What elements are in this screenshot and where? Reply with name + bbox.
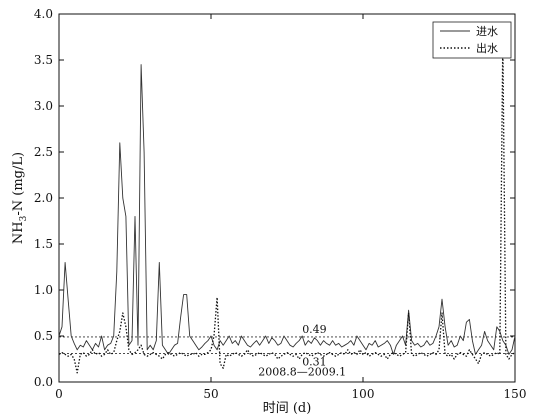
series-line-outflow bbox=[58, 40, 516, 374]
reference-lines: 0.49 0.31 bbox=[59, 323, 515, 368]
series-layer bbox=[58, 40, 516, 374]
y-tick-label: 0.5 bbox=[34, 329, 53, 343]
x-tick-label: 50 bbox=[203, 387, 218, 401]
annotation-layer: 2008.8—2009.1 bbox=[258, 366, 346, 379]
y-axis-title: NH3-N (mg/L) bbox=[11, 152, 29, 244]
y-axis-title-sub: 3 bbox=[19, 215, 29, 221]
legend-label-outflow: 出水 bbox=[476, 41, 498, 55]
plot-border bbox=[58, 13, 516, 383]
y-tick-label: 1.5 bbox=[34, 237, 53, 251]
y-tick-label: 0.0 bbox=[34, 375, 53, 389]
y-tick-label: 4.0 bbox=[34, 7, 53, 21]
y-axis-title-rest: -N (mg/L) bbox=[11, 152, 26, 216]
y-tick-label: 2.0 bbox=[34, 191, 53, 205]
reference-line-label: 0.49 bbox=[302, 323, 327, 336]
x-axis-ticks: 0 50 100 150 bbox=[55, 14, 526, 401]
x-tick-label: 0 bbox=[55, 387, 63, 401]
y-tick-label: 2.5 bbox=[34, 145, 53, 159]
legend-label-inflow: 进水 bbox=[476, 25, 498, 38]
x-axis-title: 时间 (d) bbox=[263, 401, 312, 416]
legend: 进水 出水 bbox=[432, 21, 512, 59]
x-tick-label: 150 bbox=[504, 387, 527, 401]
reference-line-label: 0.31 bbox=[302, 355, 327, 368]
y-axis-ticks: 0.0 0.5 1.0 1.5 2.0 2.5 3.0 3.5 4.0 bbox=[34, 7, 515, 389]
y-tick-label: 3.5 bbox=[34, 53, 53, 67]
legend-box bbox=[432, 21, 512, 59]
plot-frame bbox=[58, 13, 516, 383]
date-range-annotation: 2008.8—2009.1 bbox=[258, 366, 346, 379]
series-line-inflow bbox=[58, 64, 516, 355]
x-tick-label: 100 bbox=[352, 387, 375, 401]
y-axis-title-main: NH bbox=[11, 221, 26, 244]
y-tick-label: 3.0 bbox=[34, 99, 53, 113]
y-tick-label: 1.0 bbox=[34, 283, 53, 297]
